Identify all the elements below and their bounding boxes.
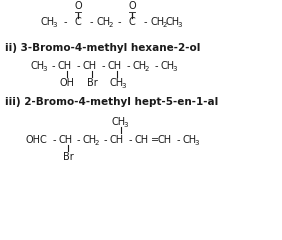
Text: iii) 2-Bromo-4-methyl hept-5-en-1-al: iii) 2-Bromo-4-methyl hept-5-en-1-al bbox=[5, 97, 218, 107]
Text: Br: Br bbox=[87, 78, 97, 88]
Text: ii) 3-Bromo-4-methyl hexane-2-ol: ii) 3-Bromo-4-methyl hexane-2-ol bbox=[5, 43, 201, 53]
Text: =: = bbox=[151, 135, 159, 145]
Text: CH: CH bbox=[166, 17, 180, 27]
Text: C: C bbox=[129, 17, 135, 27]
Text: CH: CH bbox=[110, 135, 124, 145]
Text: 2: 2 bbox=[109, 22, 113, 28]
Text: CH: CH bbox=[83, 135, 97, 145]
Text: CH: CH bbox=[161, 61, 175, 71]
Text: 3: 3 bbox=[43, 66, 47, 72]
Text: CH: CH bbox=[110, 78, 124, 88]
Text: -: - bbox=[76, 61, 80, 71]
Text: CH: CH bbox=[83, 61, 97, 71]
Text: CH: CH bbox=[151, 17, 165, 27]
Text: -: - bbox=[76, 135, 80, 145]
Text: -: - bbox=[63, 17, 67, 27]
Text: CH: CH bbox=[112, 117, 126, 127]
Text: CH: CH bbox=[135, 135, 149, 145]
Text: O: O bbox=[128, 1, 136, 11]
Text: -: - bbox=[126, 61, 130, 71]
Text: -: - bbox=[51, 61, 55, 71]
Text: 3: 3 bbox=[173, 66, 177, 72]
Text: OH: OH bbox=[60, 78, 74, 88]
Text: -: - bbox=[117, 17, 121, 27]
Text: CH: CH bbox=[58, 61, 72, 71]
Text: Br: Br bbox=[63, 152, 73, 162]
Text: 3: 3 bbox=[122, 83, 126, 89]
Text: CH: CH bbox=[59, 135, 73, 145]
Text: 3: 3 bbox=[124, 122, 128, 128]
Text: -: - bbox=[52, 135, 56, 145]
Text: 2: 2 bbox=[163, 22, 167, 28]
Text: CH: CH bbox=[108, 61, 122, 71]
Text: OHC: OHC bbox=[25, 135, 47, 145]
Text: CH: CH bbox=[31, 61, 45, 71]
Text: -: - bbox=[143, 17, 147, 27]
Text: 2: 2 bbox=[95, 140, 99, 146]
Text: -: - bbox=[128, 135, 132, 145]
Text: CH: CH bbox=[158, 135, 172, 145]
Text: -: - bbox=[176, 135, 180, 145]
Text: CH: CH bbox=[133, 61, 147, 71]
Text: CH: CH bbox=[41, 17, 55, 27]
Text: 3: 3 bbox=[178, 22, 182, 28]
Text: -: - bbox=[89, 17, 93, 27]
Text: -: - bbox=[101, 61, 105, 71]
Text: 3: 3 bbox=[53, 22, 57, 28]
Text: CH: CH bbox=[183, 135, 197, 145]
Text: 2: 2 bbox=[145, 66, 149, 72]
Text: 3: 3 bbox=[195, 140, 199, 146]
Text: O: O bbox=[74, 1, 82, 11]
Text: -: - bbox=[154, 61, 158, 71]
Text: CH: CH bbox=[97, 17, 111, 27]
Text: C: C bbox=[75, 17, 81, 27]
Text: -: - bbox=[103, 135, 107, 145]
